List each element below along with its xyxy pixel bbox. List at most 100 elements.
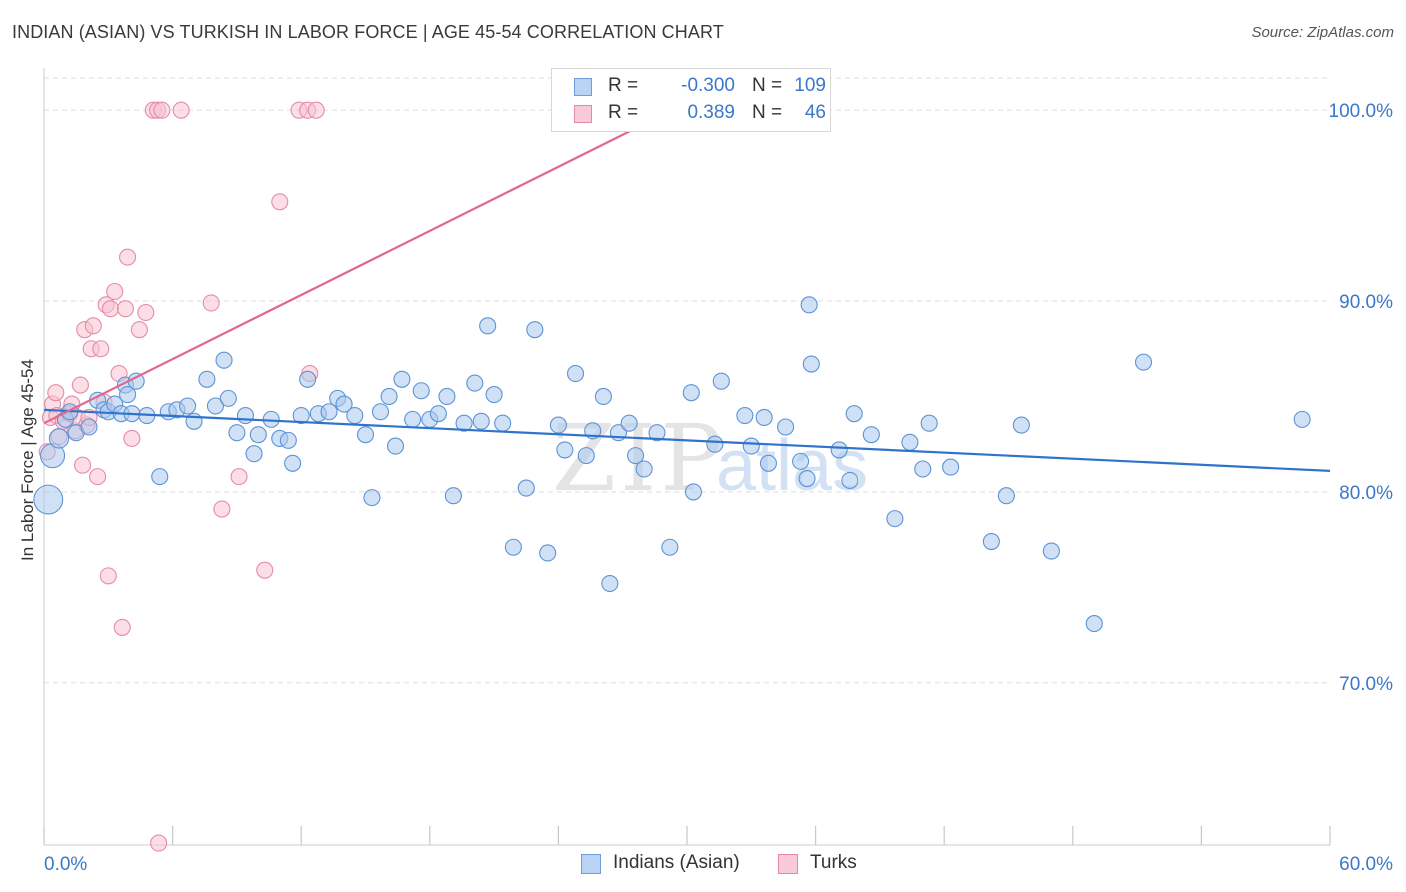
indians-point bbox=[151, 468, 169, 486]
indians-point bbox=[412, 382, 430, 400]
indians-point bbox=[466, 374, 484, 392]
indians-point bbox=[601, 574, 619, 593]
indians-point bbox=[517, 479, 535, 497]
turks-point bbox=[123, 429, 141, 448]
indians-point bbox=[198, 370, 216, 388]
legend-swatch-indians bbox=[574, 78, 592, 96]
indians-point bbox=[566, 365, 585, 383]
y-tick-labels: 100.0% 90.0% 80.0% 70.0% bbox=[1329, 101, 1394, 695]
indians-points bbox=[33, 296, 1311, 633]
turks-point bbox=[172, 101, 190, 119]
indians-point bbox=[845, 405, 863, 423]
indians-point bbox=[48, 428, 70, 449]
turks-point bbox=[99, 567, 117, 585]
indians-point bbox=[914, 460, 932, 478]
x-tick-label: 60.0% bbox=[1339, 854, 1393, 875]
indians-point bbox=[997, 487, 1015, 505]
indians-point bbox=[942, 458, 960, 476]
indians-point bbox=[549, 416, 567, 434]
indians-point bbox=[356, 426, 375, 444]
legend-n-value-indians: 109 bbox=[794, 75, 826, 96]
indians-point bbox=[1085, 615, 1103, 633]
legend-r-label: R = bbox=[608, 75, 639, 96]
indians-point bbox=[299, 370, 317, 388]
turks-point bbox=[202, 294, 220, 312]
indians-point bbox=[742, 437, 760, 455]
indians-point bbox=[363, 489, 381, 507]
indians-point bbox=[485, 386, 503, 404]
indians-point bbox=[841, 471, 859, 489]
indians-point bbox=[792, 452, 810, 470]
indians-point bbox=[119, 386, 137, 404]
bottom-legend-label-turks: Turks bbox=[810, 852, 857, 873]
chart-title: INDIAN (ASIAN) VS TURKISH IN LABOR FORCE… bbox=[12, 22, 724, 42]
indians-point bbox=[236, 407, 255, 425]
watermark: ZIP atlas bbox=[552, 405, 868, 512]
indians-point bbox=[648, 424, 666, 442]
indians-point bbox=[245, 445, 263, 463]
turks-point bbox=[119, 248, 137, 266]
turks-point bbox=[47, 384, 65, 402]
indians-point bbox=[682, 384, 700, 402]
trend-lines bbox=[43, 109, 1331, 473]
indians-point bbox=[479, 317, 497, 335]
indians-point bbox=[802, 355, 820, 373]
gridlines bbox=[44, 77, 1330, 684]
y-tick-label: 90.0% bbox=[1339, 292, 1393, 313]
indians-point bbox=[1042, 542, 1060, 560]
indians-point bbox=[249, 426, 267, 444]
turks-point bbox=[271, 193, 289, 211]
turks-point bbox=[89, 468, 107, 486]
indians-point bbox=[1012, 416, 1030, 434]
indians-point bbox=[712, 372, 730, 390]
indians-point bbox=[444, 487, 462, 505]
turks-point bbox=[106, 282, 124, 301]
indians-point bbox=[380, 387, 398, 406]
indians-point bbox=[706, 435, 724, 453]
indians-point bbox=[759, 454, 777, 472]
indians-point bbox=[627, 447, 645, 465]
indians-point bbox=[982, 532, 1000, 551]
legend-r-value-indians: -0.300 bbox=[681, 75, 735, 96]
turks-point bbox=[150, 834, 168, 852]
indians-point bbox=[335, 395, 353, 413]
indians-point bbox=[429, 405, 447, 423]
turks-point bbox=[256, 561, 274, 579]
indians-point bbox=[284, 454, 302, 472]
indians-point bbox=[206, 397, 225, 415]
turks-point bbox=[230, 468, 248, 486]
indians-point bbox=[438, 387, 456, 406]
x-tick-labels: 0.0% 60.0% bbox=[44, 854, 1393, 875]
indians-point bbox=[886, 510, 904, 528]
legend-n-label: N = bbox=[752, 102, 783, 123]
y-axis-label: In Labor Force | Age 45-54 bbox=[18, 359, 37, 561]
correlation-legend: R = -0.300 N = 109 R = 0.389 N = 46 bbox=[551, 68, 831, 132]
y-tick-label: 80.0% bbox=[1339, 483, 1393, 504]
indians-point bbox=[661, 538, 679, 556]
legend-swatch-turks bbox=[574, 105, 592, 123]
watermark-atlas: atlas bbox=[716, 426, 868, 506]
indians-point bbox=[862, 426, 880, 444]
indians-point bbox=[684, 483, 702, 501]
turks-point bbox=[137, 303, 155, 322]
turks-point bbox=[101, 300, 119, 318]
turks-point bbox=[153, 101, 171, 119]
y-tick-label: 70.0% bbox=[1339, 674, 1393, 695]
turks-points bbox=[38, 101, 325, 852]
indians-point bbox=[33, 484, 64, 515]
indians-point bbox=[577, 447, 595, 465]
indians-point bbox=[777, 418, 795, 436]
indians-point bbox=[1293, 410, 1311, 428]
indians-point bbox=[346, 407, 364, 425]
turks-point bbox=[84, 317, 102, 335]
indians-point bbox=[455, 414, 473, 432]
x-tick-label: 0.0% bbox=[44, 854, 87, 875]
legend-r-label: R = bbox=[608, 102, 639, 123]
indians-point bbox=[215, 351, 233, 369]
legend-r-value-turks: 0.389 bbox=[687, 102, 735, 123]
y-tick-label: 100.0% bbox=[1329, 101, 1394, 122]
indians-point bbox=[472, 412, 490, 430]
indians-point bbox=[920, 414, 938, 432]
legend-n-value-turks: 46 bbox=[804, 102, 826, 123]
indians-point bbox=[371, 403, 390, 421]
